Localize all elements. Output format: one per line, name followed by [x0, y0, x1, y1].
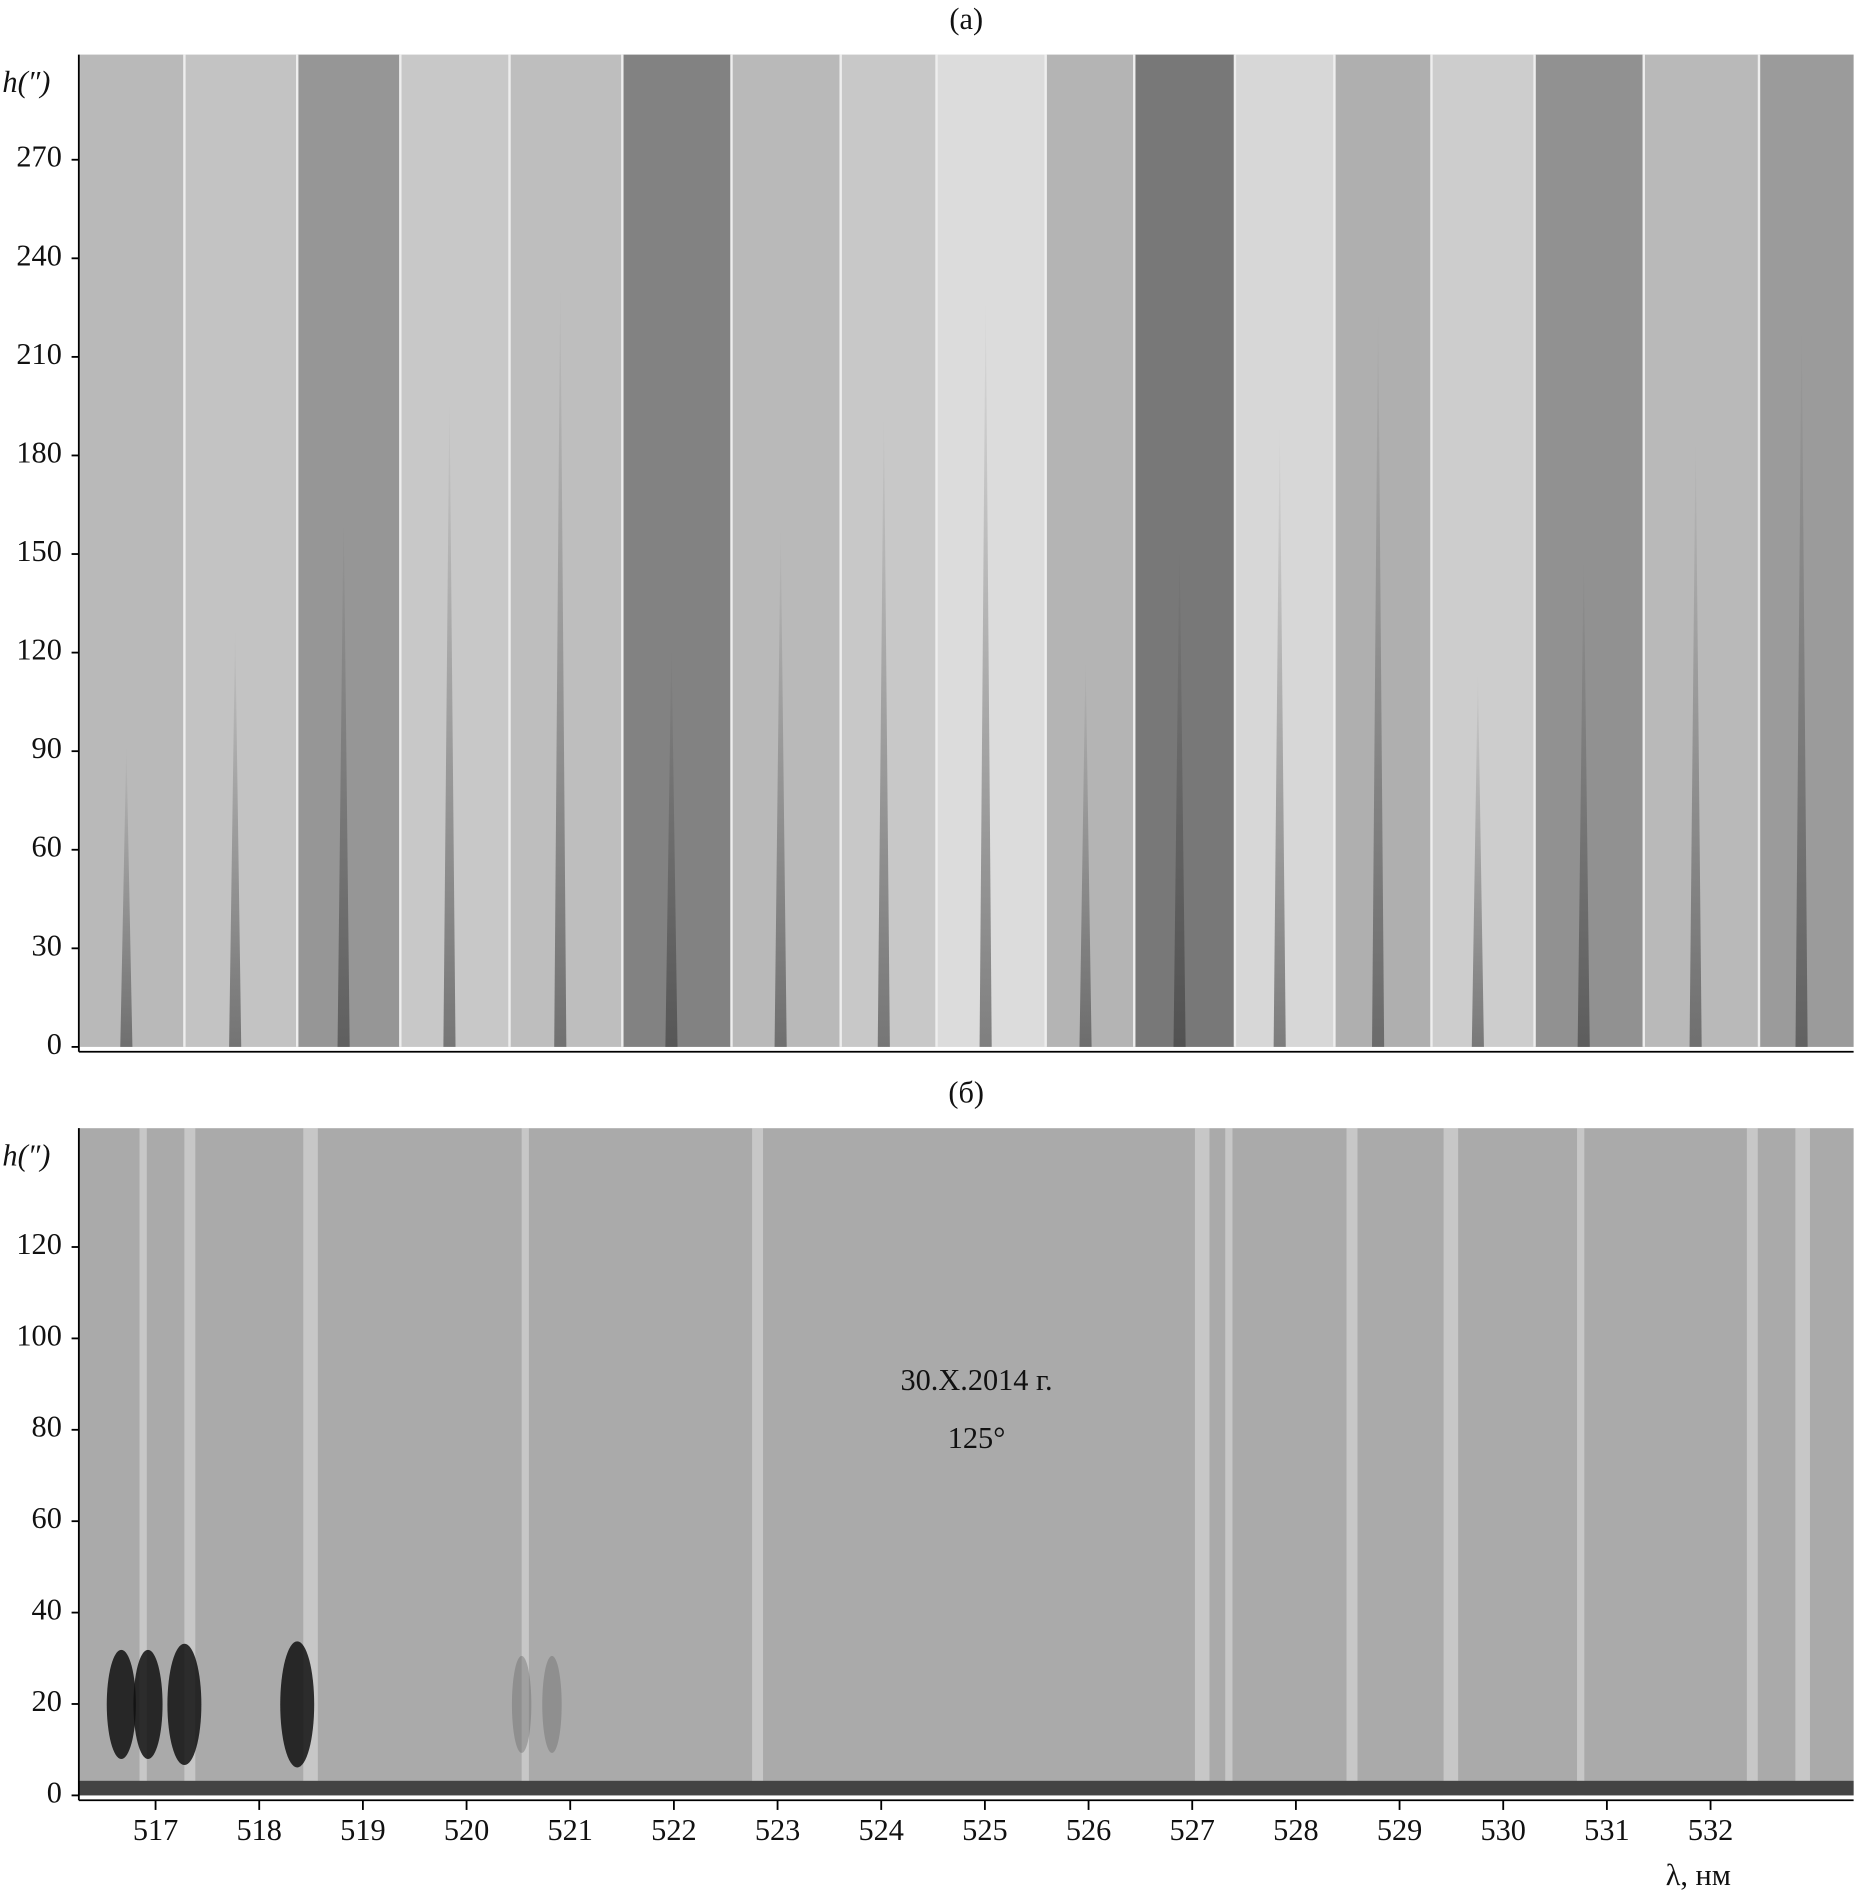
bright-line	[139, 1128, 147, 1796]
spectral-line	[1273, 419, 1286, 1047]
x-tick-label: 526	[1066, 1813, 1111, 1847]
spectrum-strip	[936, 54, 1046, 1047]
spectral-line	[1079, 655, 1092, 1047]
y-tick-label: 90	[32, 731, 62, 765]
spectral-line	[229, 625, 242, 1047]
spectrum-strip	[1334, 54, 1432, 1047]
absorption-feature	[133, 1649, 163, 1759]
spectral-line	[1689, 434, 1702, 1047]
y-tick-label: 150	[16, 534, 61, 568]
x-tick-label: 518	[236, 1813, 281, 1847]
bright-line	[1346, 1128, 1358, 1796]
annotation: 125°	[948, 1421, 1006, 1455]
spectral-line	[774, 522, 787, 1047]
spectrum-strip	[297, 54, 401, 1047]
y-tick-label: 40	[32, 1593, 62, 1627]
spectrum-strip	[731, 54, 841, 1047]
bright-line	[303, 1128, 318, 1796]
y-tick-label: 0	[47, 1775, 62, 1809]
spectrum-strip	[622, 54, 732, 1047]
bright-line	[752, 1128, 764, 1796]
x-tick-label: 532	[1688, 1813, 1733, 1847]
bright-line	[1194, 1128, 1210, 1796]
spectrum-strip	[184, 54, 298, 1047]
absorption-feature	[280, 1641, 315, 1768]
spectral-line	[337, 508, 350, 1047]
y-tick-label: 240	[16, 238, 61, 272]
x-tick-label: 521	[547, 1813, 592, 1847]
x-tick-label: 531	[1584, 1813, 1629, 1847]
y-tick-label: 180	[16, 435, 61, 469]
spectral-line	[1795, 316, 1808, 1047]
y-tick-label: 80	[32, 1410, 62, 1444]
spectrum-strip	[1431, 54, 1535, 1047]
spectrum-strip	[1045, 54, 1135, 1047]
x-tick-label: 530	[1480, 1813, 1525, 1847]
y-tick-label: 120	[16, 633, 61, 667]
spectral-line	[443, 390, 456, 1047]
y-tick-label: 60	[32, 1501, 62, 1535]
spectrum-strip	[1643, 54, 1759, 1047]
spectral-line	[1372, 302, 1385, 1047]
y-axis-label: h(″)	[2, 65, 50, 99]
bright-line	[1577, 1128, 1585, 1796]
panel-title: (а)	[949, 2, 983, 36]
spectral-line	[1471, 669, 1484, 1047]
x-tick-label: 523	[755, 1813, 800, 1847]
x-tick-label: 529	[1377, 1813, 1422, 1847]
x-tick-label: 525	[962, 1813, 1007, 1847]
absorption-feature	[167, 1643, 202, 1766]
bright-line	[1225, 1128, 1233, 1796]
x-tick-label: 522	[651, 1813, 696, 1847]
spectrum-strip	[400, 54, 510, 1047]
spectrum-strip	[509, 54, 623, 1047]
x-axis-label: λ, нм	[1666, 1858, 1731, 1892]
spectral-line	[1173, 537, 1186, 1047]
spectral-line	[877, 405, 890, 1047]
y-tick-label: 210	[16, 337, 61, 371]
y-tick-label: 120	[16, 1227, 61, 1261]
annotation: 30.X.2014 г.	[900, 1363, 1052, 1397]
x-tick-label: 524	[858, 1813, 903, 1847]
spectral-line	[554, 272, 567, 1047]
spectrum-strip	[1134, 54, 1235, 1047]
bright-line	[1746, 1128, 1758, 1796]
absorption-feature	[542, 1655, 562, 1753]
panel-title: (б)	[948, 1075, 984, 1109]
absorption-feature	[511, 1655, 532, 1753]
y-tick-label: 100	[16, 1318, 61, 1352]
y-axis-label: h(″)	[2, 1138, 50, 1172]
spectral-line	[120, 743, 133, 1047]
spectrum-strip	[1758, 54, 1854, 1047]
bright-line	[1443, 1128, 1459, 1796]
x-tick-label: 528	[1273, 1813, 1318, 1847]
y-tick-label: 60	[32, 830, 62, 864]
bright-line	[1795, 1128, 1810, 1796]
x-tick-label: 517	[133, 1813, 178, 1847]
y-tick-label: 270	[16, 140, 61, 174]
bottom-band	[78, 1780, 1854, 1796]
y-tick-label: 30	[32, 928, 62, 962]
y-tick-label: 20	[32, 1684, 62, 1718]
x-tick-label: 527	[1169, 1813, 1214, 1847]
x-tick-label: 519	[340, 1813, 385, 1847]
bright-line	[184, 1128, 196, 1796]
spectrum-strip	[78, 54, 185, 1047]
spectrum-strip	[840, 54, 937, 1047]
x-tick-label: 520	[444, 1813, 489, 1847]
absorption-feature	[106, 1649, 136, 1759]
y-tick-label: 0	[47, 1027, 62, 1061]
spectral-line	[665, 640, 678, 1047]
spectrum-image	[78, 1128, 1854, 1796]
spectrum-strip	[1234, 54, 1335, 1047]
spectrum-strip	[1534, 54, 1644, 1047]
spectral-line	[979, 287, 992, 1047]
bright-line	[521, 1128, 529, 1796]
spectral-line	[1577, 551, 1590, 1047]
